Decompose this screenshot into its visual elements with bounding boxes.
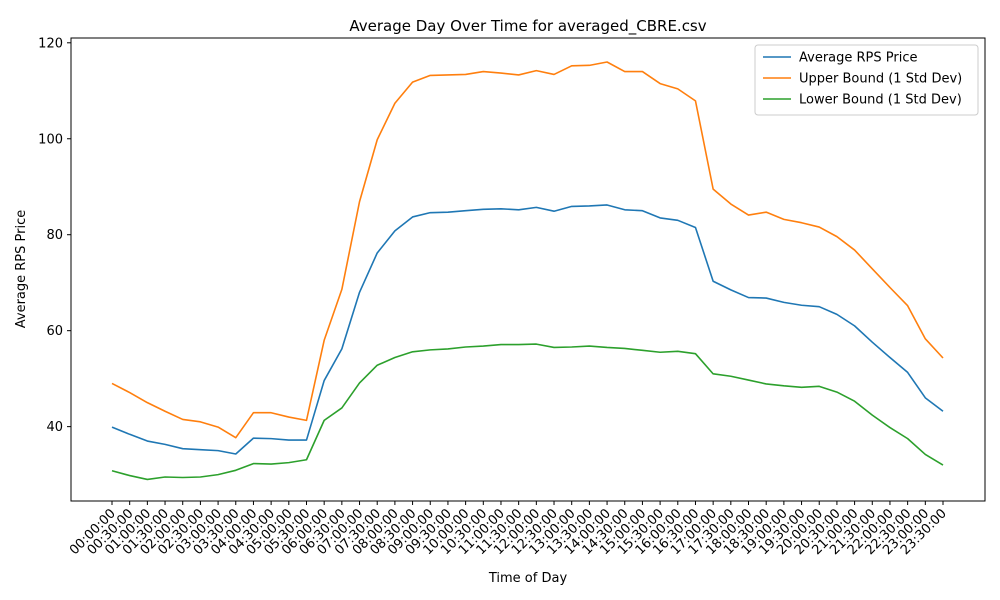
y-tick-label: 120	[38, 36, 63, 51]
y-tick-label: 100	[38, 132, 63, 147]
legend-label-3: Lower Bound (1 Std Dev)	[799, 93, 962, 108]
legend-label-2: Upper Bound (1 Std Dev)	[799, 72, 962, 87]
y-tick-label: 40	[46, 420, 63, 435]
x-axis-label: Time of Day	[488, 571, 568, 586]
series-line-1	[111, 204, 944, 455]
series-layer	[111, 61, 944, 481]
y-axis-label: Average RPS Price	[14, 210, 29, 329]
series-line-2	[111, 61, 944, 439]
legend-label-1: Average RPS Price	[799, 51, 918, 66]
y-tick-label: 80	[46, 228, 63, 243]
plot-frame	[70, 37, 986, 502]
legend: Average RPS Price Upper Bound (1 Std Dev)…	[754, 44, 979, 116]
y-axis: 40 60 80 100 120	[38, 36, 71, 435]
legend-box	[754, 44, 979, 116]
y-tick-label: 60	[46, 324, 63, 339]
chart-title: Average Day Over Time for averaged_CBRE.…	[349, 17, 706, 36]
series-line-3	[111, 343, 944, 481]
